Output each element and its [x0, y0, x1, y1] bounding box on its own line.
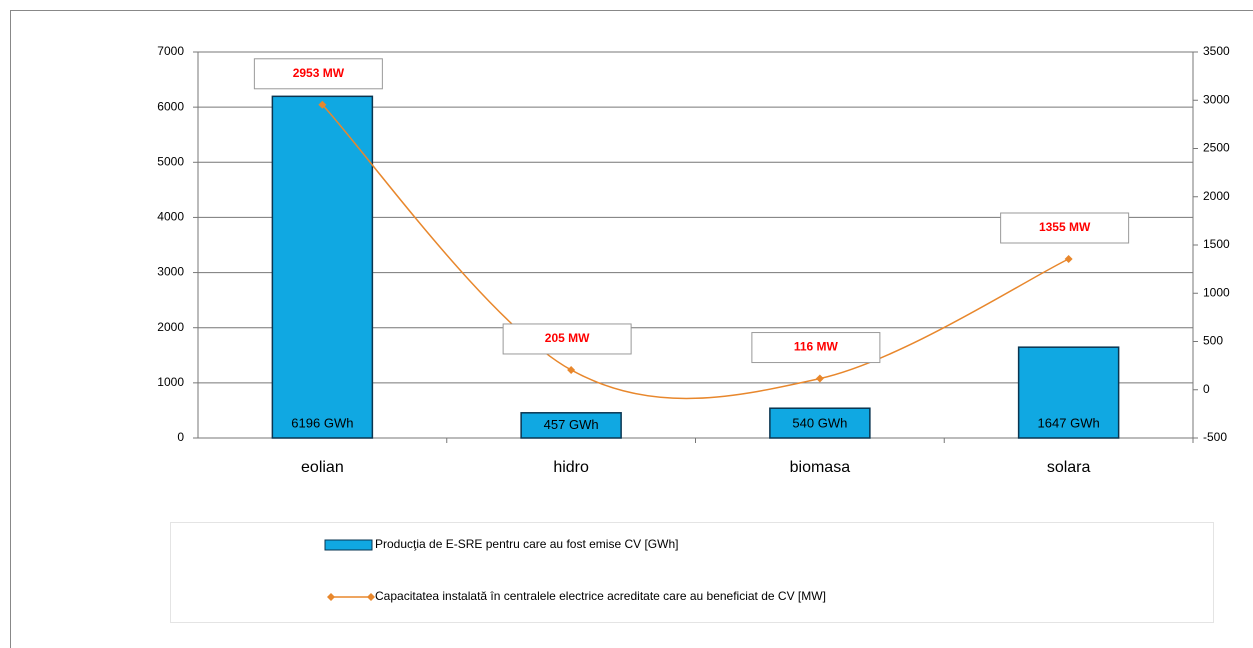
legend-box	[170, 522, 1214, 623]
x-tick-label: solara	[1047, 459, 1091, 476]
legend-swatch	[324, 539, 373, 551]
line-value-label: 116 MW	[794, 340, 839, 354]
frame	[10, 10, 1253, 648]
bar	[769, 407, 871, 439]
y2-tick-label: 1000	[1203, 285, 1230, 299]
bar	[1017, 346, 1120, 439]
legend-label: Producţia de E-SRE pentru care au fost e…	[375, 537, 678, 551]
x-tick-label: eolian	[301, 459, 344, 476]
y-tick-label: 5000	[157, 154, 184, 168]
y-tick-label: 1000	[157, 375, 184, 389]
x-tick-label: hidro	[553, 459, 589, 476]
y2-tick-label: -500	[1203, 430, 1227, 444]
bar-value-label: 1647 GWh	[1038, 415, 1100, 430]
y-tick-label: 0	[177, 430, 184, 444]
y-tick-label: 4000	[157, 210, 184, 224]
line-marker	[567, 365, 576, 374]
bar-value-label: 540 GWh	[792, 415, 847, 430]
y2-tick-label: 2000	[1203, 189, 1230, 203]
value-label-box	[253, 58, 383, 90]
x-tick-label: biomasa	[790, 459, 851, 476]
y2-tick-label: 3000	[1203, 92, 1230, 106]
value-label-box	[502, 323, 632, 355]
y2-tick-label: 1500	[1203, 237, 1230, 251]
y2-tick-label: 3500	[1203, 44, 1230, 58]
line-marker	[318, 100, 327, 109]
y2-tick-label: 2500	[1203, 141, 1230, 155]
bar-value-label: 6196 GWh	[291, 415, 353, 430]
y-tick-label: 3000	[157, 265, 184, 279]
bar	[271, 95, 374, 439]
bar	[520, 412, 622, 439]
line	[321, 104, 1069, 400]
line-marker	[1064, 254, 1073, 263]
line-marker	[327, 593, 335, 601]
y2-tick-label: 500	[1203, 334, 1223, 348]
line-value-label: 205 MW	[545, 331, 590, 345]
y-tick-label: 2000	[157, 320, 184, 334]
line-marker	[367, 593, 375, 601]
value-label-box	[751, 332, 881, 364]
line-value-label: 2953 MW	[293, 66, 345, 80]
bar-value-label: 457 GWh	[544, 417, 599, 432]
y-tick-label: 6000	[157, 99, 184, 113]
y-tick-label: 7000	[157, 44, 184, 58]
legend-label: Capacitatea instalată în centralele elec…	[375, 589, 826, 603]
value-label-box	[1000, 212, 1130, 244]
y2-tick-label: 0	[1203, 382, 1210, 396]
line-value-label: 1355 MW	[1039, 220, 1091, 234]
line-marker	[815, 374, 824, 383]
